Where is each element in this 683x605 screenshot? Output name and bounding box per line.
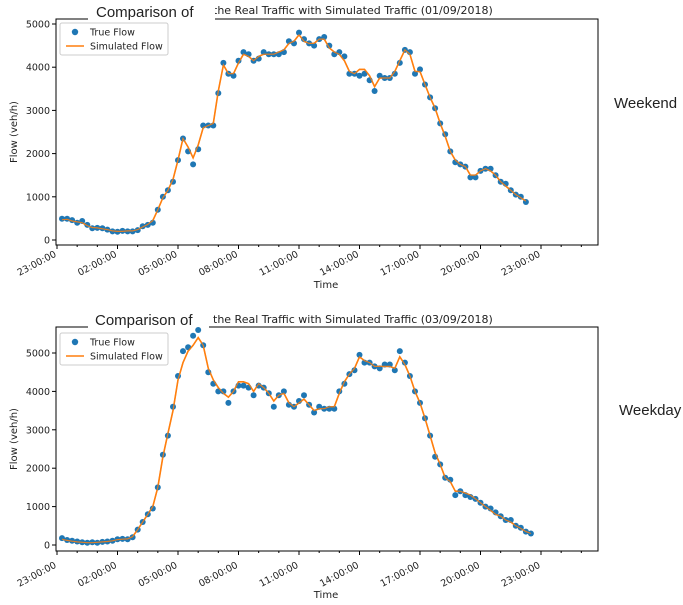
chart1-series-simulated-flow-overlay: [61, 33, 527, 232]
chart1-title: the Real Traffic with Simulated Traffic …: [213, 4, 493, 17]
side-label-weekday: Weekday: [619, 402, 682, 419]
chart2-xtick-label: 08:00:00: [197, 560, 240, 590]
chart1-true-flow-point: [391, 70, 398, 77]
chart1-true-flow-point: [260, 49, 267, 56]
chart2-ytick-label: 4000: [26, 387, 50, 398]
chart1-series-simulated-flow-line: [61, 33, 527, 233]
chart2-legend-true-flow-label: True Flow: [89, 338, 135, 349]
chart2-true-flow-point: [492, 509, 499, 516]
chart1-true-flow-point: [190, 161, 197, 168]
chart2-xtick-label: 20:00:00: [439, 560, 482, 590]
chart2-x-axis-label: Time: [313, 590, 338, 601]
chart1-xtick-label: 14:00:00: [318, 249, 361, 279]
chart1-xtick-label: 23:00:00: [500, 249, 543, 279]
chart1-xtick-label: 08:00:00: [197, 249, 240, 279]
chart1-title-cover: [88, 2, 215, 22]
chart1-ytick-label: 0: [44, 236, 50, 247]
chart2-series-simulated-flow-overlay: [61, 336, 532, 544]
chart1-legend-box: [59, 22, 169, 56]
chart2-xtick-label: 05:00:00: [137, 560, 180, 590]
chart2-legend-box: [59, 332, 169, 366]
chart1-true-flow-point: [376, 72, 383, 79]
chart2-true-flow-point: [180, 348, 186, 355]
chart1-axes-frame: [55, 18, 599, 246]
chart2-true-flow-point: [351, 367, 358, 374]
chart1-xtick-label: 20:00:00: [439, 249, 482, 279]
chart1-ytick-label: 2000: [26, 149, 50, 160]
chart1-true-flow-point: [412, 70, 418, 77]
chart2-title-overlay: Comparison of: [95, 312, 193, 329]
chart2-xtick-label: 11:00:00: [258, 560, 301, 590]
chart1-legend-true-flow-label: True Flow: [89, 28, 135, 39]
chart2-true-flow-point: [255, 382, 262, 389]
chart2-legend-simulated-flow-label: Simulated Flow: [90, 352, 163, 363]
chart2-ytick-label: 2000: [26, 464, 50, 475]
chart2-true-flow-point: [240, 382, 247, 389]
chart2-ytick-label: 1000: [26, 502, 50, 513]
chart2-true-flow-point: [190, 332, 197, 339]
chart1-xtick-label: 17:00:00: [379, 249, 422, 279]
chart1-xtick-label: 02:00:00: [76, 249, 119, 279]
chart1-xtick-label: 11:00:00: [258, 249, 301, 279]
chart2-true-flow-point: [356, 351, 363, 358]
chart2-true-flow-point: [225, 399, 232, 406]
chart2-true-flow-point: [220, 388, 227, 395]
chart2-ytick-label: 0: [44, 541, 50, 552]
chart2-true-flow-point: [280, 388, 287, 395]
chart2-ytick-label: 5000: [26, 349, 50, 360]
chart2-xtick-label: 02:00:00: [76, 560, 119, 590]
chart2-true-flow-point: [195, 327, 202, 333]
chart1-true-flow-point: [296, 29, 302, 36]
chart2-ytick-label: 3000: [26, 425, 50, 436]
chart2-xtick-label: 23:00:00: [500, 560, 543, 590]
chart2-true-flow-point: [311, 409, 318, 416]
chart1-xtick-label: 05:00:00: [137, 249, 180, 279]
chart1-ytick-label: 1000: [26, 192, 50, 203]
chart2-true-flow-point: [396, 348, 403, 355]
chart1-true-flow-point: [467, 174, 474, 181]
chart2-series-simulated-flow-line: [61, 336, 532, 544]
chart1-true-flow-point: [301, 36, 307, 43]
chart2-true-flow-point: [301, 392, 307, 399]
chart1-true-flow-point: [59, 215, 65, 222]
chart1-true-flow-point: [230, 72, 237, 79]
chart1-ytick-label: 5000: [26, 20, 50, 31]
chart2-true-flow-point: [250, 392, 257, 399]
chart2-true-flow-point: [129, 534, 136, 541]
chart2-true-flow-point: [170, 403, 176, 410]
chart1-y-axis-label: Flow (veh/h): [9, 101, 20, 163]
chart2-true-flow-point: [270, 403, 277, 410]
chart2-xtick-label: 14:00:00: [318, 560, 361, 590]
chart2-true-flow-point: [401, 359, 408, 366]
chart1-true-flow-point: [311, 42, 318, 49]
chart2-true-flow-point: [391, 367, 398, 374]
chart2-axes-frame: [55, 326, 599, 552]
chart2-title-cover: [88, 310, 209, 331]
chart1-legend-simulated-flow-label: Simulated Flow: [90, 42, 163, 53]
chart1-ytick-label: 3000: [26, 106, 50, 117]
chart2-title: the Real Traffic with Simulated Traffic …: [213, 313, 493, 326]
chart2-y-axis-label: Flow (veh/h): [9, 408, 20, 470]
chart1-true-flow-point: [472, 174, 479, 181]
chart1-legend-true-flow-marker: [71, 28, 79, 36]
chart1-title-overlay: Comparison of: [96, 4, 194, 21]
chart2-legend-true-flow-marker: [71, 338, 79, 346]
chart1-ytick-label: 4000: [26, 63, 50, 74]
chart2-xtick-label: 23:00:00: [16, 560, 59, 590]
chart1-true-flow-point: [356, 72, 363, 79]
chart2-true-flow-point: [452, 492, 459, 499]
chart1-true-flow-point: [371, 88, 378, 94]
chart1-true-flow-point: [240, 49, 247, 56]
chart1-x-axis-label: Time: [313, 280, 338, 291]
chart2-xtick-label: 17:00:00: [379, 560, 422, 590]
side-label-weekend: Weekend: [614, 95, 677, 112]
chart1-true-flow-point: [220, 59, 227, 66]
chart1-xtick-label: 23:00:00: [16, 249, 59, 279]
